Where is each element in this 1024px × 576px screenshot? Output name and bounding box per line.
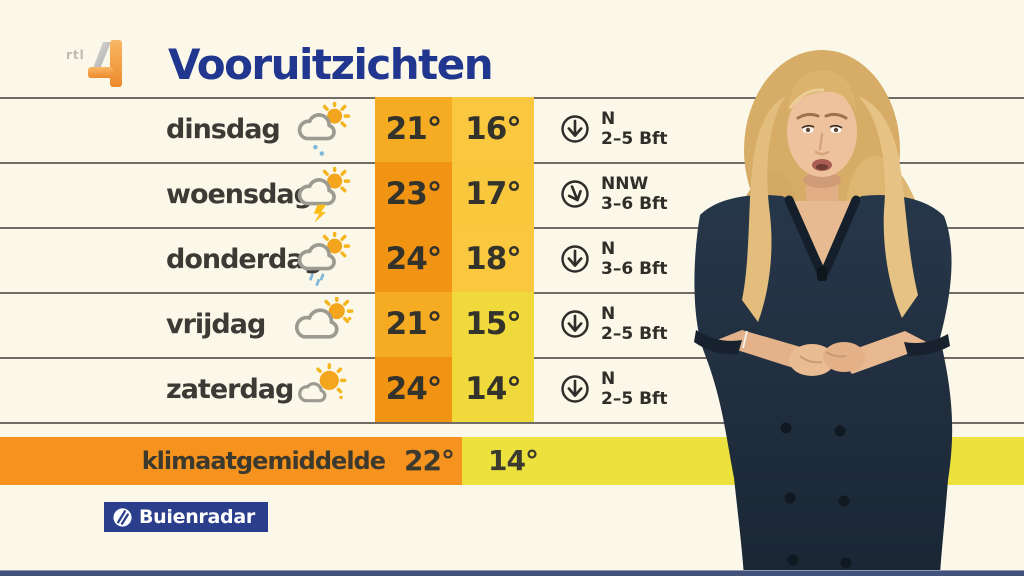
rtl4-number-icon: [88, 40, 124, 94]
wind-force: 3–6 Bft: [601, 194, 668, 214]
sun-cloud-icon: [294, 296, 356, 353]
sun-cloud-lightning-icon: [294, 166, 356, 223]
row-separator: [0, 422, 1024, 424]
day-label: woensdag: [166, 179, 313, 210]
buienradar-logo-text: Buienradar: [139, 506, 255, 528]
min-temp: 17°: [452, 162, 534, 227]
rtl-logo-text: rtl: [66, 48, 85, 62]
wind-force: 2–5 Bft: [601, 389, 668, 409]
max-temp: 23°: [375, 162, 452, 227]
climate-label: klimaatgemiddelde: [141, 447, 386, 475]
sun-cloud-drizzle-icon: [294, 101, 356, 158]
forecast-row: zaterdag 24° 14° N 2: [0, 357, 1024, 422]
day-label: vrijdag: [166, 309, 266, 340]
day-label: donderdag: [166, 244, 323, 275]
wind-direction-icon: [553, 172, 597, 216]
max-temp: 21°: [375, 292, 452, 357]
wind-direction: NNW: [601, 174, 649, 194]
day-label: dinsdag: [166, 114, 281, 145]
mostly-sunny-icon: [294, 362, 356, 418]
wind-direction: N: [601, 304, 616, 324]
min-temp: 14°: [452, 357, 534, 422]
day-label: zaterdag: [166, 374, 294, 405]
buienradar-radar-icon: [112, 507, 133, 528]
forecast-row: donderdag 24° 18°: [0, 227, 1024, 292]
wind-text: N 2–5 Bft: [601, 109, 668, 149]
wind-force: 2–5 Bft: [601, 129, 668, 149]
wind-text: N 3–6 Bft: [601, 239, 668, 279]
rtl4-logo: rtl: [64, 40, 124, 90]
wind-direction: N: [601, 109, 616, 129]
wind-direction-icon: [558, 372, 592, 406]
sun-cloud-rain-icon: [294, 231, 356, 288]
wind-direction: N: [601, 369, 616, 389]
forecast-row: dinsdag 21° 16°: [0, 97, 1024, 162]
presenter: [694, 50, 953, 576]
climate-min-temp: 14°: [488, 444, 539, 477]
max-temp: 24°: [375, 227, 452, 292]
wind-text: N 2–5 Bft: [601, 304, 668, 344]
max-temp: 24°: [375, 357, 452, 422]
wind-direction-icon: [558, 242, 592, 276]
page-title: Vooruitzichten: [168, 40, 494, 89]
wind-force: 3–6 Bft: [601, 259, 668, 279]
wind-direction: N: [601, 239, 616, 259]
forecast-row: woensdag 23° 17°: [0, 162, 1024, 227]
min-temp: 15°: [452, 292, 534, 357]
max-temp: 21°: [375, 97, 452, 162]
buienradar-logo: Buienradar: [104, 502, 268, 532]
climate-orange-band: klimaatgemiddelde 22°: [0, 437, 462, 485]
min-temp: 18°: [452, 227, 534, 292]
wind-direction-icon: [558, 112, 592, 146]
wind-text: N 2–5 Bft: [601, 369, 668, 409]
min-temp: 16°: [452, 97, 534, 162]
forecast-row: vrijdag 21° 15° N 2–: [0, 292, 1024, 357]
climate-max-temp: 22°: [404, 444, 455, 477]
wind-direction-icon: [558, 307, 592, 341]
wind-text: NNW 3–6 Bft: [601, 174, 668, 214]
bottom-frame-bar: [0, 570, 1024, 576]
wind-force: 2–5 Bft: [601, 324, 668, 344]
